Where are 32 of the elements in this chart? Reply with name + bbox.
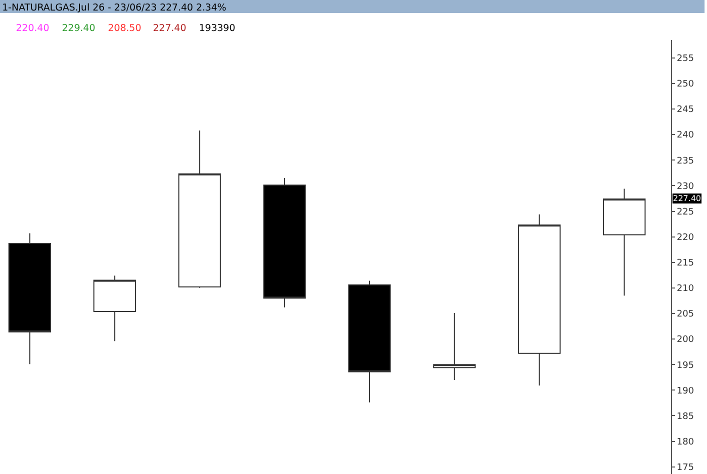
text: 229.40 (62, 23, 96, 34)
y-tick-label: 190 (676, 386, 694, 396)
candlestick (8, 232, 52, 365)
text: 220.40 (16, 23, 50, 34)
chart-title: 1-NATURALGAS.Jul 26 - 23/06/23 227.40 2.34% (2, 2, 226, 14)
text: 208.50 (108, 23, 142, 34)
y-tick-label: 240 (676, 130, 694, 141)
text: 227.40 (153, 23, 186, 34)
candlestick (518, 214, 561, 386)
y-tick-label: 215 (676, 258, 694, 269)
y-tick-label: 230 (676, 182, 694, 192)
candlestick (263, 178, 306, 308)
y-tick-label: 255 (676, 54, 694, 64)
y-tick-label: 185 (676, 412, 694, 422)
y-tick-label: 175 (676, 462, 694, 473)
candlestick (433, 312, 476, 380)
y-tick-label: 220 (676, 232, 694, 243)
y-tick-label: 235 (676, 156, 694, 166)
candlestick (348, 280, 391, 403)
candlestick (178, 130, 221, 288)
y-tick-label: 195 (676, 360, 694, 371)
y-tick-label: 180 (676, 437, 694, 448)
y-tick-label: 225 (676, 207, 694, 218)
annotation: 227.40 (673, 194, 701, 203)
candlestick (93, 275, 136, 342)
y-tick-label: 200 (676, 335, 694, 346)
candlestick (602, 188, 646, 296)
y-tick-label: 205 (676, 310, 694, 320)
y-tick-label: 250 (676, 80, 694, 90)
text: 193390 (199, 23, 236, 34)
y-tick-label: 210 (676, 284, 694, 294)
y-tick-label: 245 (676, 105, 694, 116)
